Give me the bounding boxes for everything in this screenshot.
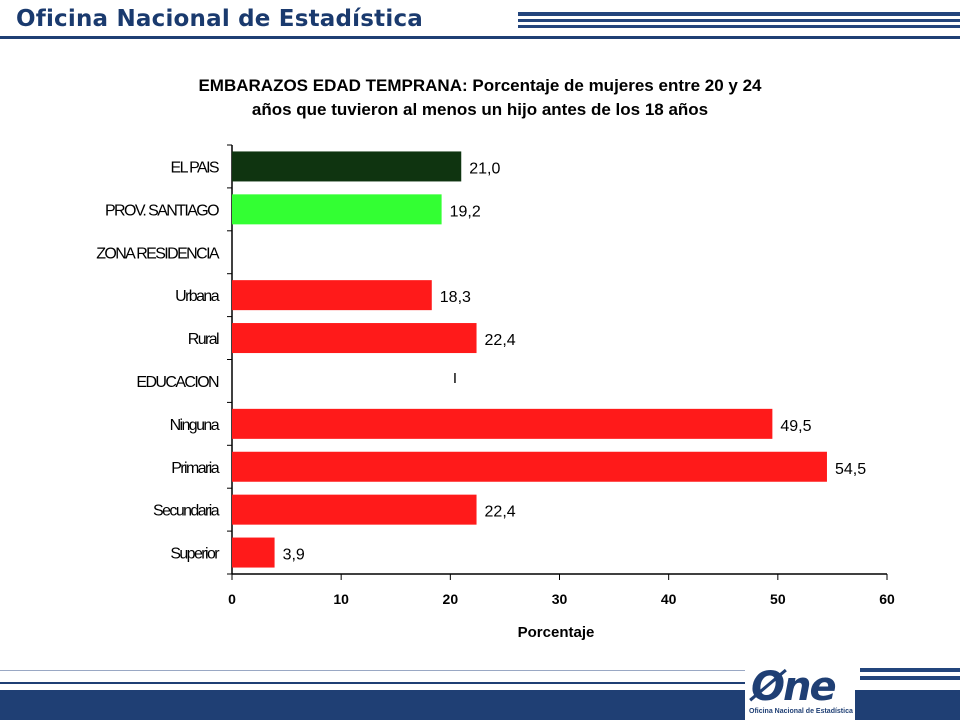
footer-stripe (860, 668, 960, 672)
x-tick-label: 50 (770, 591, 786, 607)
bar (232, 194, 442, 225)
x-tick-label: 0 (228, 591, 236, 607)
chart-title-line-1: EMBARAZOS EDAD TEMPRANA: Porcentaje de m… (198, 76, 762, 95)
one-logo: Øne Oficina Nacional de Estadística (745, 664, 855, 720)
category-label: PROV. SANTIAGO (105, 202, 219, 219)
category-label: Primaria (171, 460, 219, 477)
bar (232, 408, 773, 439)
value-label: 21,0 (469, 160, 500, 177)
x-tick-label: 60 (879, 591, 895, 607)
value-label: 18,3 (440, 289, 471, 306)
value-label: 3,9 (283, 547, 305, 564)
bar (232, 151, 462, 182)
x-tick-label: 30 (552, 591, 568, 607)
value-label: 19,2 (450, 203, 481, 220)
category-label: EDUCACION (136, 374, 219, 391)
category-label: Rural (188, 331, 219, 348)
bar-chart: 0 10 20 30 40 50 60 Porcentaje EL PAIS 21,0 PROV. … (96, 144, 895, 641)
header-rule (0, 36, 960, 39)
category-label: EL PAIS (171, 159, 219, 176)
category-label: Urbana (175, 288, 220, 305)
bar (232, 323, 477, 354)
header-stripe (518, 12, 960, 16)
chart-title: EMBARAZOS EDAD TEMPRANA: Porcentaje de m… (120, 74, 840, 122)
bar (232, 537, 275, 568)
stray-mark: I (453, 370, 457, 387)
value-label: 49,5 (780, 418, 811, 435)
logo-subtitle: Oficina Nacional de Estadística (749, 708, 853, 715)
footer-rule-thin (0, 670, 750, 671)
logo-mark: Øne (751, 664, 837, 710)
category-label: ZONA RESIDENCIA (96, 245, 220, 262)
footer-rule (0, 682, 750, 684)
bar (232, 494, 477, 525)
value-label: 22,4 (485, 504, 516, 521)
category-label: Ninguna (170, 417, 220, 434)
header-stripe (518, 25, 960, 28)
x-axis-label: Porcentaje (518, 624, 595, 641)
footer-stripe (860, 676, 960, 680)
value-label: 22,4 (485, 332, 516, 349)
x-tick-label: 40 (661, 591, 677, 607)
bar (232, 451, 827, 482)
x-tick-label: 20 (443, 591, 459, 607)
bar (232, 280, 432, 311)
category-label: Superior (170, 546, 220, 563)
header-title: Oficina Nacional de Estadística (16, 6, 423, 32)
chart-title-line-2: años que tuvieron al menos un hijo antes… (251, 100, 709, 119)
value-label: 54,5 (835, 461, 866, 478)
x-tick-label: 10 (333, 591, 349, 607)
category-label: Secundaria (153, 503, 220, 520)
header-stripe (518, 19, 960, 22)
